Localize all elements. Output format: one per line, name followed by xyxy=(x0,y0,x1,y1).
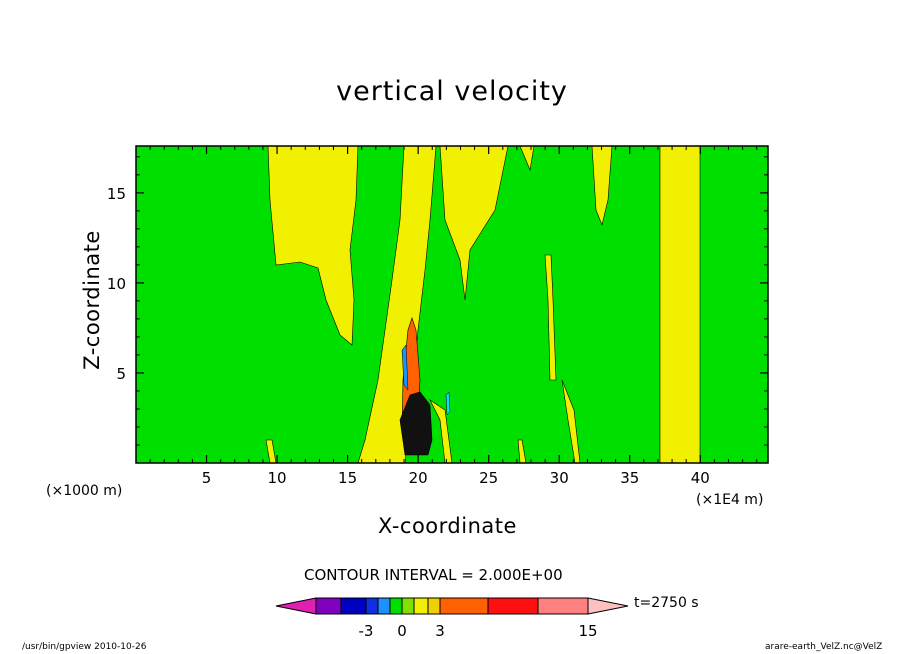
x-tick-label: 20 xyxy=(409,469,428,487)
footer-filename: arare-earth_VelZ.nc@VelZ xyxy=(765,642,883,652)
downdraft-region xyxy=(445,391,451,416)
colorbar-segment xyxy=(427,597,441,615)
colorbar-segment xyxy=(377,597,391,615)
colorbar-segment xyxy=(439,597,489,615)
colorbar-segment xyxy=(365,597,379,615)
contour-interval-label: CONTOUR INTERVAL = 2.000E+00 xyxy=(304,566,563,584)
plot-frame xyxy=(135,145,769,464)
contour-region xyxy=(439,146,509,301)
contour-region xyxy=(267,146,359,346)
contour-region xyxy=(544,254,557,381)
colorbar: -3 0 3 15 xyxy=(275,597,629,640)
colorbar-segment xyxy=(340,597,367,615)
colorbar-arrow-right xyxy=(587,597,629,615)
x-tick-label: 10 xyxy=(268,469,287,487)
contour-region xyxy=(357,146,437,463)
x-unit-right-label: (×1E4 m) xyxy=(696,492,764,508)
contour-region xyxy=(399,391,433,456)
x-unit-left-label: (×1000 m) xyxy=(46,483,123,499)
contour-region xyxy=(429,399,453,463)
y-tick-label: 15 xyxy=(107,185,126,203)
colorbar-tick-label: -3 xyxy=(359,622,374,640)
contour-region xyxy=(561,379,581,463)
colorbar-segment xyxy=(315,597,342,615)
contour-region xyxy=(519,146,535,172)
footer-program-date: /usr/bin/gpview 2010-10-26 xyxy=(22,642,147,652)
colorbar-segment xyxy=(401,597,415,615)
x-tick-label: 25 xyxy=(479,469,498,487)
contour-region xyxy=(591,146,613,226)
colorbar-tick-label: 15 xyxy=(578,622,597,640)
axis-ticks: 5 10 15 20 25 30 35 40 5 10 15 xyxy=(107,146,768,487)
x-tick-label: 5 xyxy=(202,469,212,487)
x-tick-label: 35 xyxy=(620,469,639,487)
chart-title: vertical velocity xyxy=(336,76,568,107)
y-tick-label: 10 xyxy=(107,275,126,293)
colorbar-segment xyxy=(389,597,403,615)
colorbar-segment xyxy=(537,597,589,615)
x-axis-label: X-coordinate xyxy=(378,514,517,538)
colorbar-tick-label: 0 xyxy=(397,622,407,640)
contour-region xyxy=(517,439,527,463)
x-tick-label: 30 xyxy=(550,469,569,487)
contour-region xyxy=(265,439,277,463)
contour-region xyxy=(659,146,701,463)
y-tick-label: 5 xyxy=(116,365,126,383)
colorbar-segment xyxy=(487,597,539,615)
downdraft-region xyxy=(401,344,409,391)
time-label: t=2750 s xyxy=(634,595,699,611)
x-tick-label: 40 xyxy=(691,469,710,487)
colorbar-segment xyxy=(413,597,429,615)
y-axis-label: Z-coordinate xyxy=(80,230,104,370)
x-tick-label: 15 xyxy=(338,469,357,487)
colorbar-tick-label: 3 xyxy=(435,622,445,640)
contour-field xyxy=(136,146,768,463)
colorbar-arrow-left xyxy=(275,597,317,615)
